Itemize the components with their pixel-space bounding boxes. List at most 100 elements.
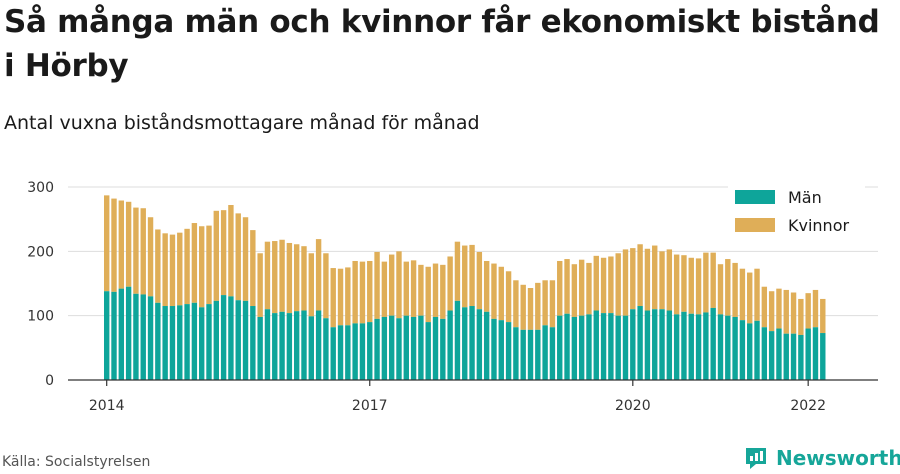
bar-kvinnor (505, 271, 512, 323)
bar-man (790, 333, 797, 380)
bar-kvinnor (600, 257, 607, 314)
bar-man (242, 300, 249, 380)
bar-kvinnor (396, 251, 402, 319)
bar-kvinnor (213, 210, 220, 301)
bar-man (301, 310, 307, 380)
bar-kvinnor (118, 200, 125, 289)
bar-kvinnor (352, 260, 358, 324)
bar-kvinnor (527, 288, 534, 330)
bar-kvinnor (308, 253, 314, 317)
bar-man (520, 329, 526, 380)
bar-kvinnor (754, 268, 760, 321)
bar-man (571, 316, 578, 380)
bar-kvinnor (169, 234, 176, 307)
bar-man (293, 311, 300, 380)
bar-man (454, 300, 461, 380)
y-tick-label: 300 (27, 180, 54, 196)
bar-kvinnor (286, 242, 293, 314)
bar-man (213, 300, 220, 380)
bar-man (637, 306, 643, 380)
bar-man (418, 315, 424, 380)
bar-kvinnor (403, 261, 409, 316)
bar-man (820, 333, 826, 380)
bar-kvinnor (447, 256, 453, 311)
x-axis: 2014 2017 2020 2022 (68, 379, 878, 414)
bar-kvinnor (367, 260, 373, 323)
bar-kvinnor (155, 229, 161, 303)
bar-man (593, 310, 599, 380)
bar-series (104, 195, 826, 380)
y-tick-label: 200 (27, 244, 54, 260)
bar-kvinnor (418, 264, 424, 316)
bar-man (578, 315, 585, 380)
bar-kvinnor (242, 217, 249, 301)
bar-man (140, 294, 146, 380)
x-tick-label: 2020 (615, 398, 651, 414)
bar-man (191, 302, 198, 380)
bar-man (367, 322, 373, 380)
bar-man (535, 329, 541, 380)
bar-man (359, 323, 366, 380)
bar-kvinnor (659, 251, 665, 310)
bar-kvinnor (673, 254, 680, 315)
bar-kvinnor (374, 251, 380, 319)
bar-kvinnor (323, 253, 329, 319)
bar-kvinnor (184, 228, 190, 305)
bar-kvinnor (469, 244, 475, 307)
bar-kvinnor (725, 259, 731, 316)
bar-kvinnor (250, 230, 256, 307)
bar-man (564, 313, 570, 380)
bar-man (206, 304, 212, 380)
bar-man (279, 311, 285, 380)
bar-kvinnor (783, 289, 789, 334)
y-axis: 0 100 200 300 (27, 180, 54, 389)
bar-man (630, 309, 636, 380)
bar-man (440, 318, 446, 380)
bar-kvinnor (593, 255, 599, 311)
bar-man (798, 334, 804, 380)
bar-man (644, 310, 651, 380)
bar-kvinnor (177, 232, 183, 306)
bar-kvinnor (162, 233, 168, 307)
bar-kvinnor (615, 253, 621, 316)
x-tick-label: 2017 (352, 398, 388, 414)
bar-kvinnor (637, 244, 643, 307)
bar-man (498, 320, 504, 380)
bar-kvinnor (717, 264, 724, 315)
bar-kvinnor (220, 210, 227, 296)
legend: Män Kvinnor (728, 182, 865, 240)
bar-man (505, 322, 512, 380)
bar-man (549, 327, 556, 380)
bar-kvinnor (228, 205, 234, 297)
bar-kvinnor (337, 268, 344, 326)
bar-man (717, 314, 724, 380)
bar-man (432, 316, 439, 380)
bar-man (425, 322, 431, 380)
bar-kvinnor (557, 260, 563, 316)
bar-kvinnor (798, 298, 804, 335)
bar-man (155, 302, 161, 380)
x-tick-label: 2014 (89, 398, 125, 414)
bar-man (652, 309, 658, 380)
bar-kvinnor (622, 249, 629, 316)
bar-man (374, 318, 380, 380)
bar-man (666, 310, 673, 380)
bar-kvinnor (454, 241, 461, 301)
bar-man (264, 309, 271, 380)
bar-kvinnor (111, 198, 117, 292)
newsworthy-brand[interactable]: Newsworthy (744, 443, 900, 473)
legend-swatch-man (735, 190, 775, 204)
bar-kvinnor (790, 292, 797, 334)
bar-kvinnor (235, 213, 241, 301)
bar-kvinnor (359, 261, 366, 324)
bar-man (768, 331, 775, 380)
bar-man (315, 310, 322, 380)
bar-man (491, 318, 497, 380)
chart-title: Så många män och kvinnor får ekonomiskt … (4, 4, 880, 84)
bar-kvinnor (747, 272, 753, 324)
bar-man (462, 307, 468, 380)
y-tick-label: 0 (45, 373, 54, 389)
bar-kvinnor (520, 284, 526, 330)
bar-kvinnor (681, 255, 687, 312)
